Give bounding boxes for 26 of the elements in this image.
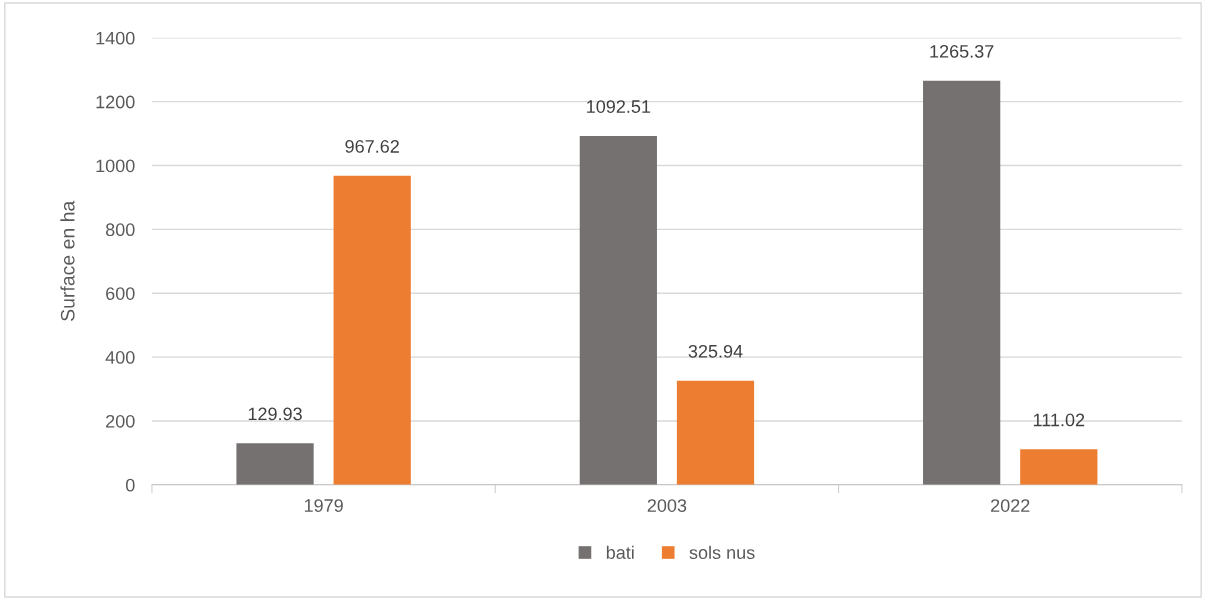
y-tick-label: 0: [125, 478, 135, 492]
bar: [333, 175, 411, 485]
y-axis-title: Surface en ha: [60, 200, 75, 321]
bar: [676, 380, 755, 485]
y-tick-label: 1200: [96, 95, 135, 109]
x-tick-label: 1979: [304, 499, 343, 512]
y-tick-label: 600: [106, 287, 135, 300]
y-tick-label: 1400: [96, 31, 135, 45]
data-label: 967.62: [345, 140, 399, 153]
y-tick-label: 800: [105, 223, 135, 237]
data-label: 325.94: [688, 344, 743, 358]
y-tick-label: 400: [105, 351, 135, 364]
bar: [236, 443, 314, 485]
bar: [579, 135, 657, 485]
y-tick-label: 200: [106, 414, 135, 428]
data-label: 111.02: [1033, 413, 1085, 427]
bar: [923, 80, 1001, 485]
x-tick-label: 2003: [647, 499, 687, 512]
bar: [1020, 449, 1098, 485]
data-label: 129.93: [248, 407, 302, 421]
x-tick-label: 2022: [991, 499, 1030, 512]
legend-label: sols nus: [689, 545, 755, 560]
y-tick-label: 1000: [96, 159, 135, 173]
legend-label: bati: [606, 545, 634, 560]
data-label: 1092.51: [587, 100, 651, 113]
data-label: 1265.37: [930, 44, 994, 58]
